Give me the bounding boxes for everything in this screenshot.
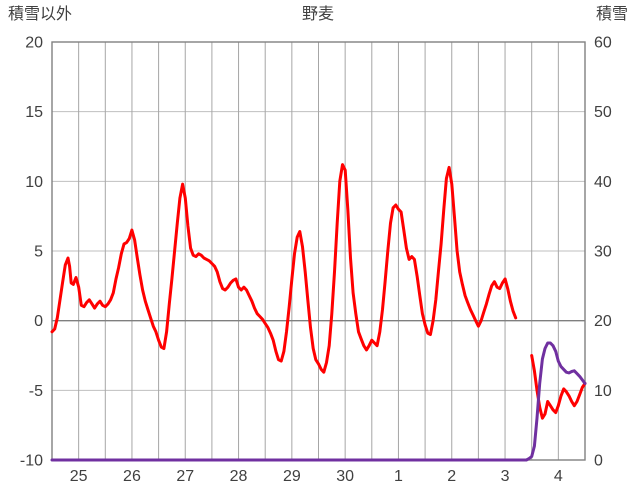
right-axis-tick-label: 30 xyxy=(594,244,612,261)
left-axis-tick-label: -5 xyxy=(29,383,43,400)
right-axis-tick-label: 50 xyxy=(594,104,612,121)
left-axis-title: 積雪以外 xyxy=(8,6,73,23)
series-line-purple xyxy=(50,341,587,462)
series-line-red xyxy=(50,163,518,374)
left-axis-tick-label: 20 xyxy=(25,35,43,52)
x-axis-tick-label: 27 xyxy=(176,468,194,485)
left-axis-tick-label: 15 xyxy=(25,104,43,121)
x-axis-tick-label: 4 xyxy=(554,468,563,485)
chart-title: 野麦 xyxy=(301,6,334,23)
left-axis-tick-label: -10 xyxy=(20,453,43,470)
right-axis-title: 積雪 xyxy=(595,6,628,23)
left-axis-tick-label: 10 xyxy=(25,174,43,191)
x-axis-tick-label: 2 xyxy=(447,468,456,485)
right-axis-tick-label: 40 xyxy=(594,174,612,191)
x-axis-tick-label: 28 xyxy=(230,468,248,485)
x-axis-tick-label: 3 xyxy=(501,468,510,485)
left-axis-tick-label: 0 xyxy=(34,313,43,330)
x-axis-tick-label: 30 xyxy=(336,468,354,485)
x-axis-tick-label: 25 xyxy=(70,468,88,485)
x-axis-tick-label: 26 xyxy=(123,468,141,485)
right-axis-tick-label: 20 xyxy=(594,313,612,330)
x-axis-tick-label: 29 xyxy=(283,468,301,485)
x-axis-tick-label: 1 xyxy=(394,468,403,485)
right-axis-tick-label: 10 xyxy=(594,383,612,400)
right-axis-tick-label: 60 xyxy=(594,35,612,52)
left-axis-tick-label: 5 xyxy=(34,244,43,261)
right-axis-tick-label: 0 xyxy=(594,453,603,470)
series-line-red xyxy=(530,354,587,420)
